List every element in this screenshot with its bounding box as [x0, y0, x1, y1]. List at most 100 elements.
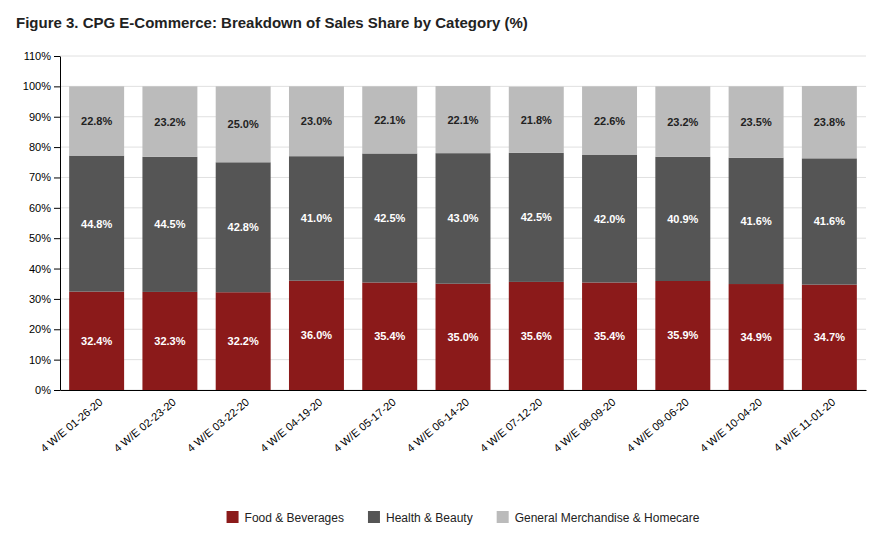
x-tick: 4 W/E 02-23-20	[111, 396, 178, 455]
y-tick-label: 90%	[29, 111, 51, 123]
y-tick-label: 70%	[29, 171, 51, 183]
data-label: 40.9%	[667, 213, 698, 225]
legend-label: Food & Beverages	[245, 511, 344, 525]
data-label: 42.5%	[374, 212, 405, 224]
data-label: 35.9%	[667, 329, 698, 341]
y-tick: 90%	[29, 111, 60, 123]
y-tick: 20%	[29, 323, 60, 335]
y-tick-mark	[54, 269, 60, 270]
bar	[142, 86, 197, 156]
bar	[509, 87, 564, 153]
y-tick-mark	[54, 117, 60, 118]
y-tick-label: 80%	[29, 141, 51, 153]
bar	[289, 86, 344, 156]
x-axis: 4 W/E 01-26-204 W/E 02-23-204 W/E 03-22-…	[38, 391, 866, 455]
bar	[216, 292, 271, 390]
x-tick-label: 4 W/E 06-14-20	[404, 396, 471, 455]
bar	[582, 86, 637, 155]
data-label: 35.4%	[374, 330, 405, 342]
bars	[69, 86, 857, 390]
y-tick-mark	[54, 86, 60, 87]
bar	[362, 153, 417, 282]
x-tick-label: 4 W/E 09-06-20	[624, 396, 691, 455]
data-label: 41.6%	[740, 215, 771, 227]
y-tick: 10%	[29, 354, 60, 366]
y-tick: 50%	[29, 232, 60, 244]
chart-title: Figure 3. CPG E-Commerce: Breakdown of S…	[16, 14, 528, 31]
x-tick: 4 W/E 10-04-20	[697, 396, 764, 455]
y-tick-label: 20%	[29, 323, 51, 335]
data-label: 21.8%	[521, 114, 552, 126]
data-label: 44.8%	[81, 218, 112, 230]
data-label: 36.0%	[301, 329, 332, 341]
grid-line	[60, 56, 866, 57]
data-label: 23.2%	[154, 116, 185, 128]
y-tick-label: 10%	[29, 354, 51, 366]
x-tick-label: 4 W/E 04-19-20	[258, 396, 325, 455]
data-label: 44.5%	[154, 218, 185, 230]
legend-label: Health & Beauty	[386, 511, 473, 525]
bar	[69, 156, 124, 292]
bar	[289, 156, 344, 280]
y-tick: 70%	[29, 171, 60, 183]
data-label: 23.8%	[814, 116, 845, 128]
y-tick-label: 60%	[29, 202, 51, 214]
y-tick-mark	[54, 329, 60, 330]
bar	[436, 86, 491, 153]
data-label: 25.0%	[228, 118, 259, 130]
y-tick-label: 110%	[24, 50, 52, 62]
bar	[142, 292, 197, 390]
data-label: 42.0%	[594, 213, 625, 225]
data-label: 35.4%	[594, 330, 625, 342]
bar	[436, 153, 491, 284]
x-tick: 4 W/E 09-06-20	[624, 396, 691, 455]
bar	[655, 157, 710, 281]
data-label: 43.0%	[447, 212, 478, 224]
y-tick: 110%	[24, 50, 60, 62]
x-tick-label: 4 W/E 05-17-20	[331, 396, 398, 455]
x-tick: 4 W/E 05-17-20	[331, 396, 398, 455]
x-tick: 4 W/E 01-26-20	[38, 396, 105, 455]
x-tick-label: 4 W/E 03-22-20	[185, 396, 252, 455]
data-label: 22.8%	[81, 115, 112, 127]
data-label: 22.6%	[594, 115, 625, 127]
legend-label: General Merchandise & Homecare	[515, 511, 700, 525]
bar	[802, 158, 857, 284]
y-tick-mark	[54, 390, 60, 391]
y-tick: 100%	[23, 80, 60, 92]
data-label: 34.7%	[814, 331, 845, 343]
y-tick: 80%	[29, 141, 60, 153]
bar	[729, 86, 784, 157]
chart-container: Figure 3. CPG E-Commerce: Breakdown of S…	[0, 0, 890, 540]
x-tick: 4 W/E 08-09-20	[551, 396, 618, 455]
y-tick-label: 30%	[29, 293, 51, 305]
y-tick: 60%	[29, 202, 60, 214]
data-label: 32.2%	[228, 335, 259, 347]
legend: Food & Beverages Health & Beauty General M…	[227, 511, 700, 525]
bar	[436, 284, 491, 390]
y-tick-mark	[54, 238, 60, 239]
x-tick: 4 W/E 04-19-20	[258, 396, 325, 455]
data-label: 32.4%	[81, 335, 112, 347]
y-tick: 0%	[35, 384, 60, 396]
data-label: 22.1%	[374, 114, 405, 126]
data-label: 34.9%	[740, 331, 771, 343]
data-label: 23.2%	[667, 116, 698, 128]
x-tick-label: 4 W/E 10-04-20	[697, 396, 764, 455]
data-label: 32.3%	[154, 335, 185, 347]
data-label: 23.5%	[740, 116, 771, 128]
data-labels: 32.4%32.3%32.2%36.0%35.4%35.0%35.6%35.4%…	[81, 114, 845, 348]
bar	[509, 153, 564, 282]
y-tick-mark	[54, 56, 60, 57]
data-label: 35.6%	[521, 330, 552, 342]
y-tick-label: 100%	[23, 80, 51, 92]
y-tick-label: 50%	[29, 232, 51, 244]
bar	[802, 285, 857, 390]
bar	[362, 283, 417, 390]
grid	[60, 56, 866, 390]
legend-swatch	[497, 511, 509, 523]
bar	[655, 281, 710, 390]
legend-item: Health & Beauty	[368, 511, 473, 525]
x-axis-line	[61, 390, 867, 391]
data-label: 22.1%	[447, 114, 478, 126]
